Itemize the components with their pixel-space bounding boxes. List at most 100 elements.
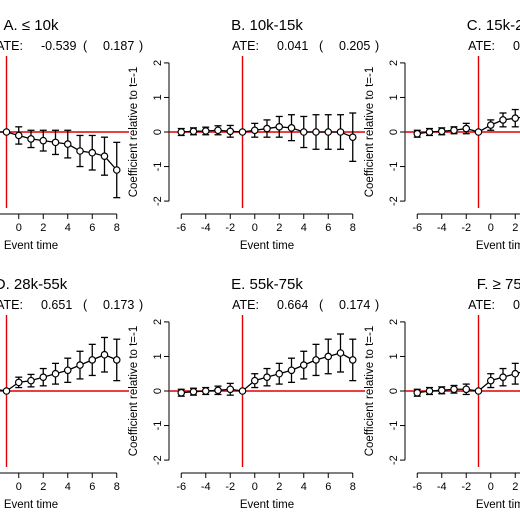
ate-paren-close: ) [375,39,379,53]
y-tick-label: -1 [152,421,164,431]
x-tick-label: 4 [301,481,307,493]
coefficient-point [263,124,271,133]
coefficient-point [511,369,520,378]
ate-label: ATE: [0,39,23,53]
coefficient-point [413,388,422,397]
x-axis-label: Event time [476,499,520,511]
y-tick-label: -1 [388,421,400,431]
y-axis-label: Coefficient relative to t=-1 [128,326,140,457]
y-tick-label: 2 [388,60,400,66]
y-tick-label: -2 [388,196,400,206]
ate-paren-open: ( [319,298,324,312]
coefficient-point [348,356,357,364]
coefficient-point [226,385,235,394]
panel-title: A. ≤ 10k [4,17,59,34]
coefficient-point [177,128,186,136]
x-tick-label: -2 [461,222,471,234]
y-tick-label: 2 [152,60,164,66]
y-tick-label: -1 [388,162,400,172]
ate-value: 0.673 [513,298,520,312]
x-tick-label: -2 [225,481,235,493]
x-tick-label: 0 [16,222,22,234]
x-tick-label: 6 [325,481,331,493]
coefficient-point [299,128,308,136]
x-tick-label: 0 [252,481,258,493]
coefficient-point [201,127,210,135]
coefficient-point [312,128,320,136]
coefficient-point [275,369,284,378]
x-tick-label: 6 [89,481,95,493]
coefficient-point [348,133,357,141]
coefficient-point [425,128,434,136]
x-tick-label: 2 [512,222,518,234]
coefficient-point [263,373,271,381]
coefficient-point [214,386,222,395]
ate-se: 0.174 [339,298,370,312]
panel-e: E. 55k-75k ATE: 0.664 (0.174) -2 -1 0 1 2 Coeffic… [128,276,379,511]
y-tick-label: 1 [152,353,164,359]
coefficient-point [14,131,23,140]
coefficient-point [2,387,11,395]
y-tick-label: 1 [152,94,164,100]
ate-se: 0.173 [103,298,134,312]
coefficient-point [413,129,422,138]
coefficient-point [76,361,84,369]
y-tick-label: -1 [152,162,164,172]
x-tick-label: 8 [114,481,120,493]
panel-b: B. 10k-15k ATE: 0.041 (0.205) -2 -1 0 1 2 Coeffic… [128,17,379,252]
coefficient-point [437,386,446,395]
coefficient-point [486,121,495,129]
x-tick-label: 2 [512,481,518,493]
x-tick-label: 2 [276,222,282,234]
ate-value: 0.664 [277,298,308,312]
x-tick-label: -4 [201,222,211,234]
ate-paren-close: ) [139,39,143,53]
coefficient-point [189,127,198,136]
coefficient-point [250,376,259,385]
x-tick-label: -6 [176,222,186,234]
coefficient-point [88,356,97,364]
x-axis-label: Event time [4,240,58,252]
coefficient-point [51,138,60,147]
y-tick-label: -2 [388,455,400,465]
coefficient-point [474,387,483,395]
x-tick-label: -2 [461,481,471,493]
panel-title: B. 10k-15k [231,17,303,34]
coefficient-point [511,114,520,122]
x-tick-label: 0 [16,481,22,493]
y-axis-label: Coefficient relative to t=-1 [364,326,376,457]
coefficient-point [177,388,186,397]
panel-a: A. ≤ 10kATE:-0.539(0.187)-2-1012Coeffici… [0,17,143,252]
coefficient-point [238,387,247,395]
panel-c: C. 15k-28k ATE: 0.489 -2 -1 0 1 2 Coefficient re… [364,17,520,252]
coefficient-point [486,376,495,385]
x-tick-label: 0 [252,222,258,234]
x-axis-label: Event time [240,240,294,252]
x-tick-label: 2 [40,481,46,493]
x-tick-label: 4 [65,481,71,493]
ate-label: ATE: [0,298,23,312]
coefficient-point [287,366,296,375]
ate-paren-close: ) [375,298,379,312]
x-axis-label: Event time [4,499,58,511]
coefficient-point [336,349,345,357]
x-tick-label: 6 [89,222,95,234]
coefficient-point [63,140,72,148]
x-tick-label: 0 [488,222,494,234]
coefficient-point [226,127,235,136]
coefficient-point [275,123,284,131]
coefficient-point [88,148,97,157]
y-tick-label: -2 [152,455,164,465]
x-tick-label: -4 [437,481,447,493]
coefficient-point [499,116,507,124]
y-tick-label: 1 [388,353,400,359]
coefficient-point [63,366,72,375]
coefficient-point [287,124,296,132]
coefficient-point [76,147,84,155]
coefficient-point [112,166,121,174]
coefficient-point [201,387,210,395]
y-tick-label: -2 [152,196,164,206]
coefficient-point [312,356,320,364]
x-tick-label: 8 [350,222,356,234]
x-tick-label: 6 [325,222,331,234]
